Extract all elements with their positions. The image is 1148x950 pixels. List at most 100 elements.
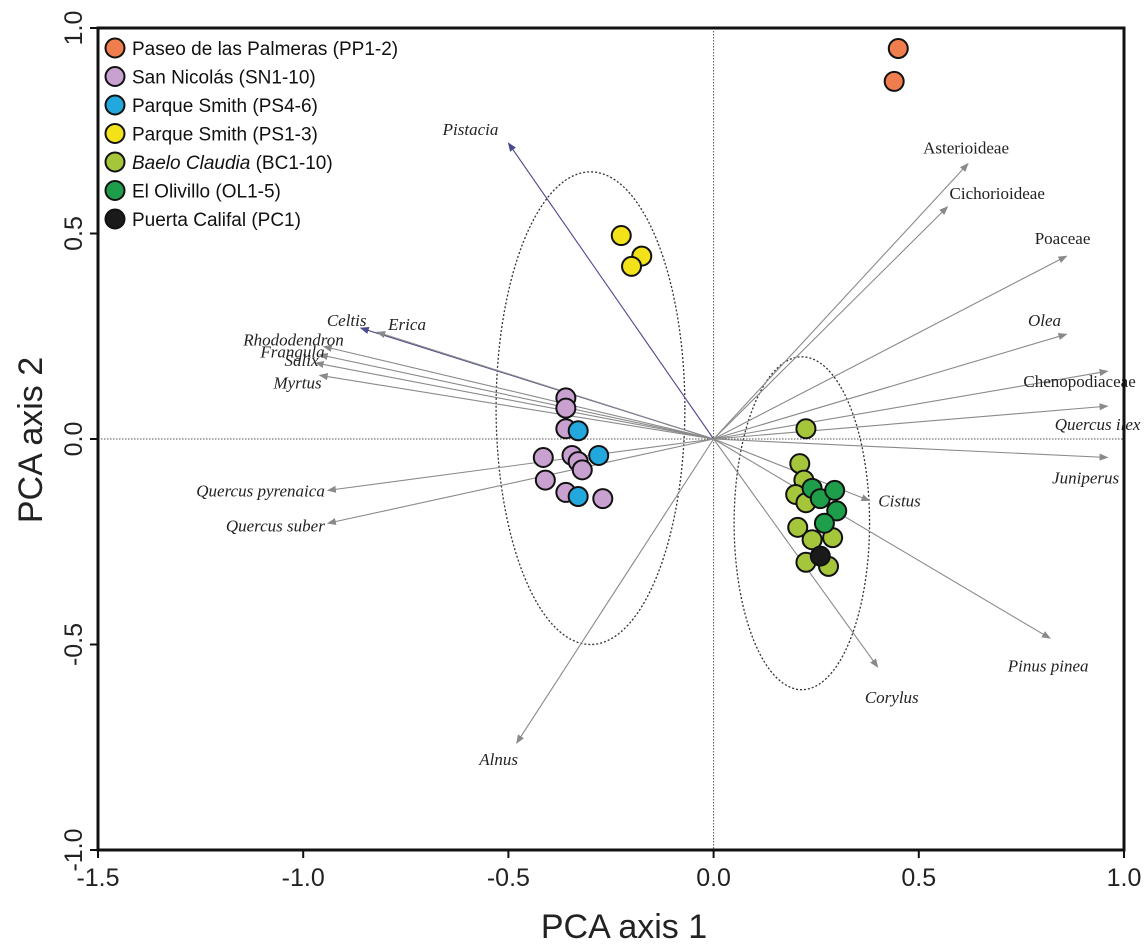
data-point [592, 488, 614, 510]
vector-line [713, 438, 1051, 639]
vector-label: Olea [1028, 311, 1061, 330]
data-point [621, 255, 643, 277]
vector-line [713, 162, 969, 440]
vector-line [713, 403, 1109, 440]
vector-erica: Erica [376, 315, 714, 440]
legend-item: Baelo Claudia (BC1-10) [104, 151, 333, 174]
series-3 [567, 420, 610, 508]
vector-label: Quercus pyrenaica [196, 481, 325, 500]
data-point [532, 446, 554, 468]
x-tick-label: -1.0 [282, 864, 325, 892]
legend-swatch [104, 123, 126, 144]
legend-item: Parque Smith (PS1-3) [104, 123, 318, 146]
vector-quercus-ilex: Quercus ilex [713, 403, 1141, 440]
legend-item: Puerta Califal (PC1) [104, 208, 301, 231]
vector-line [713, 438, 879, 668]
y-tick-label: -0.5 [60, 623, 88, 666]
legend-label-rest: (BC1-10) [250, 153, 332, 174]
vector-label: Quercus ilex [1055, 415, 1141, 434]
vector-line [507, 142, 715, 440]
vector-label: Juniperus [1052, 468, 1119, 487]
vector-label: Poaceae [1035, 229, 1091, 248]
x-tick-label: -0.5 [487, 864, 530, 892]
x-tick-label: -1.5 [76, 864, 119, 892]
vector-line [713, 206, 949, 440]
vector-quercus-pyrenaica: Quercus pyrenaica [196, 438, 714, 500]
confidence-ellipses [495, 171, 871, 691]
vector-line [326, 438, 714, 526]
data-point [824, 479, 846, 501]
vector-line [322, 344, 714, 440]
legend-label-italic: Baelo Claudia [132, 153, 250, 174]
vector-line [713, 369, 1109, 440]
legend-item: Paseo de las Palmeras (PP1-2) [104, 37, 398, 60]
vector-label: Rhododendron [242, 331, 343, 350]
data-point [534, 469, 556, 491]
vector-label: Salix [285, 351, 319, 370]
series-7 [809, 545, 831, 567]
vector-salix: Salix [285, 351, 714, 440]
vector-corylus: Corylus [713, 438, 919, 707]
variable-vectors: Pistacia Celtis Erica RhododendronFrangulaS… [196, 120, 1141, 769]
x-axis-title: PCA axis 1 [541, 908, 707, 946]
data-point [588, 444, 610, 466]
axis-ticks: -1.5 -1.0 -0.5 0.0 0.5 1.0-1.0-0.50.00.51.0 [60, 11, 1141, 892]
legend-label: San Nicolás (SN1-10) [132, 68, 316, 89]
data-point [809, 545, 831, 567]
vector-label: Celtis [327, 311, 367, 330]
legend-label: Parque Smith (PS1-3) [132, 125, 318, 146]
vector-label: Chenopodiaceae [1023, 372, 1135, 391]
y-tick-label: 1.0 [60, 11, 88, 46]
legend-swatch [104, 180, 126, 201]
vector-asterioideae: Asterioideae [713, 139, 1009, 440]
data-point [826, 500, 848, 522]
vector-line [314, 360, 714, 440]
legend-item: Parque Smith (PS4-6) [104, 94, 318, 117]
vector-myrtus: Myrtus [272, 373, 714, 440]
y-axis-title: PCA axis 2 [12, 357, 50, 523]
vector-line [713, 333, 1068, 440]
vector-line [376, 331, 714, 440]
vector-chenopodiaceae: Chenopodiaceae [713, 369, 1136, 440]
vector-poaceae: Poaceae [713, 229, 1091, 440]
vector-label: Asterioideae [923, 139, 1009, 158]
vector-juniperus: Juniperus [713, 438, 1119, 487]
vector-line [713, 438, 1109, 461]
y-tick-label: -1.0 [60, 828, 88, 871]
vector-alnus: Alnus [478, 438, 715, 769]
series-6 [801, 477, 848, 534]
data-point [813, 512, 835, 534]
vector-quercus-suber: Quercus suber [226, 438, 714, 535]
legend-label: Puerta Califal (PC1) [132, 210, 301, 231]
vector-label: Cichorioideae [950, 184, 1045, 203]
vector-cichorioideae: Cichorioideae [713, 184, 1045, 440]
data-point [801, 529, 823, 551]
legend-swatch [104, 66, 126, 87]
data-point [795, 418, 817, 440]
vector-label: Pistacia [442, 120, 499, 139]
data-point [571, 459, 593, 481]
data-point [887, 38, 909, 60]
x-tick-label: 0.5 [901, 864, 936, 892]
legend-item: San Nicolás (SN1-10) [104, 66, 316, 89]
data-point [567, 486, 589, 508]
x-tick-label: 1.0 [1107, 864, 1142, 892]
data-point [610, 225, 632, 247]
ellipse-2 [733, 356, 871, 691]
vector-line [318, 352, 714, 440]
legend-swatch [104, 208, 126, 230]
legend-label: Baelo Claudia (BC1-10) [132, 153, 333, 174]
data-point [787, 516, 809, 538]
vector-label: Erica [387, 315, 426, 334]
vector-frangula: Frangula [259, 343, 714, 440]
data-point [883, 70, 905, 92]
vector-label: Corylus [865, 688, 919, 707]
y-tick-label: 0.5 [60, 216, 88, 251]
vector-label: Alnus [478, 750, 518, 769]
data-point [555, 397, 577, 419]
vector-label: Pinus pinea [1007, 656, 1089, 675]
vector-line [318, 373, 714, 440]
vector-label: Quercus suber [226, 516, 325, 535]
vector-pistacia: Pistacia [442, 120, 715, 440]
legend-label: Paseo de las Palmeras (PP1-2) [132, 39, 398, 60]
